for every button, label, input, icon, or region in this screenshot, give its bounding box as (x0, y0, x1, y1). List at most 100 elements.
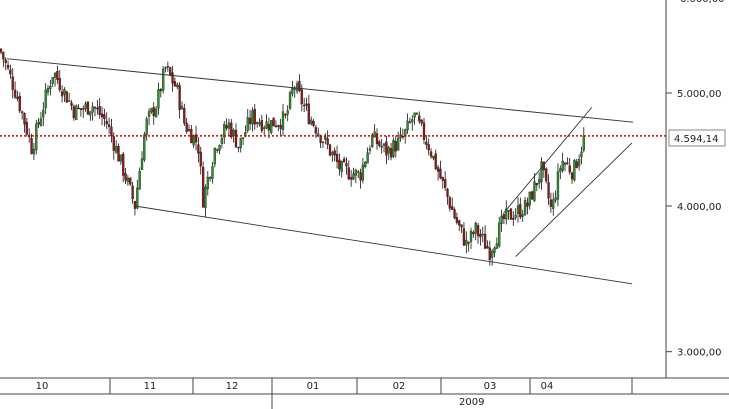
candle (375, 128, 379, 150)
candle (302, 97, 306, 112)
candle (279, 118, 282, 136)
candle (500, 209, 503, 232)
candle (340, 160, 343, 178)
candle (44, 83, 47, 114)
month-label: 02 (393, 381, 406, 392)
candle (476, 223, 480, 244)
candle (352, 167, 355, 181)
candle (406, 113, 409, 134)
candle (469, 227, 473, 249)
candle (72, 104, 75, 121)
candle (241, 137, 245, 146)
candle (429, 148, 433, 159)
candle (288, 90, 292, 111)
candle (526, 197, 529, 215)
candle (465, 231, 468, 254)
candle (70, 100, 73, 111)
candle (347, 160, 350, 181)
candle (479, 229, 482, 246)
candle (434, 149, 437, 171)
candle (378, 140, 381, 148)
candle (573, 159, 576, 182)
candle (161, 66, 165, 94)
candle (490, 249, 494, 266)
candle (117, 143, 120, 162)
candle (563, 161, 567, 172)
candle (317, 127, 320, 137)
candle (185, 117, 188, 134)
candle (201, 161, 205, 208)
trend-lines (7, 58, 634, 285)
candle (30, 133, 33, 155)
candle (335, 145, 339, 169)
candle (357, 169, 360, 179)
month-label: 03 (484, 381, 497, 392)
candle (512, 211, 515, 226)
candle (418, 111, 421, 124)
candle (53, 72, 57, 87)
candle (178, 82, 181, 119)
candle (455, 212, 459, 225)
candle (211, 161, 214, 184)
candle (333, 147, 336, 162)
candle (39, 111, 43, 127)
candle (9, 64, 12, 79)
candle (528, 191, 531, 210)
candle (462, 222, 466, 247)
candle (284, 113, 287, 119)
candle (427, 138, 430, 156)
candle (373, 124, 376, 138)
candle (150, 107, 153, 114)
candle (272, 117, 275, 127)
candle (305, 97, 308, 111)
candle (126, 175, 130, 186)
candle (192, 134, 195, 148)
candle (122, 151, 125, 183)
candle (281, 103, 285, 136)
candle (561, 152, 564, 173)
year-label: 2009 (459, 397, 484, 408)
current-price-label: 4.594,14 (674, 134, 719, 145)
price-axis: 5.000,00 4.000,00 3.000,00 6.000,00 (666, 0, 725, 359)
candle (509, 207, 513, 220)
candle (514, 208, 517, 220)
month-label: 04 (541, 381, 554, 392)
candle (227, 118, 231, 137)
candle (519, 197, 522, 220)
candle (451, 197, 454, 210)
candle (216, 148, 219, 153)
candle (42, 102, 45, 127)
candle (312, 118, 315, 128)
candle (498, 216, 501, 248)
candle (35, 119, 38, 155)
candle (93, 106, 97, 117)
candle (495, 237, 499, 249)
y-tick-label: 4.000,00 (677, 202, 722, 213)
candle (354, 168, 358, 184)
candle (505, 200, 508, 225)
candle (56, 65, 59, 84)
trend-line-rising-upper (503, 107, 593, 213)
month-label: 12 (226, 381, 239, 392)
candle (481, 226, 484, 243)
candle (147, 108, 151, 126)
candle (331, 150, 334, 162)
candle (65, 90, 68, 103)
candle (49, 79, 52, 96)
candle (286, 105, 289, 122)
candle (98, 98, 101, 119)
candle (136, 179, 139, 210)
candle (89, 111, 92, 121)
candle (472, 230, 475, 238)
candle (263, 125, 266, 136)
candle (260, 114, 264, 133)
candle (194, 125, 198, 151)
candle (190, 124, 193, 144)
candle (143, 131, 146, 163)
candle (159, 88, 162, 98)
month-label: 11 (144, 381, 157, 392)
candle (507, 209, 510, 220)
candle (474, 221, 477, 241)
candle (422, 117, 426, 145)
